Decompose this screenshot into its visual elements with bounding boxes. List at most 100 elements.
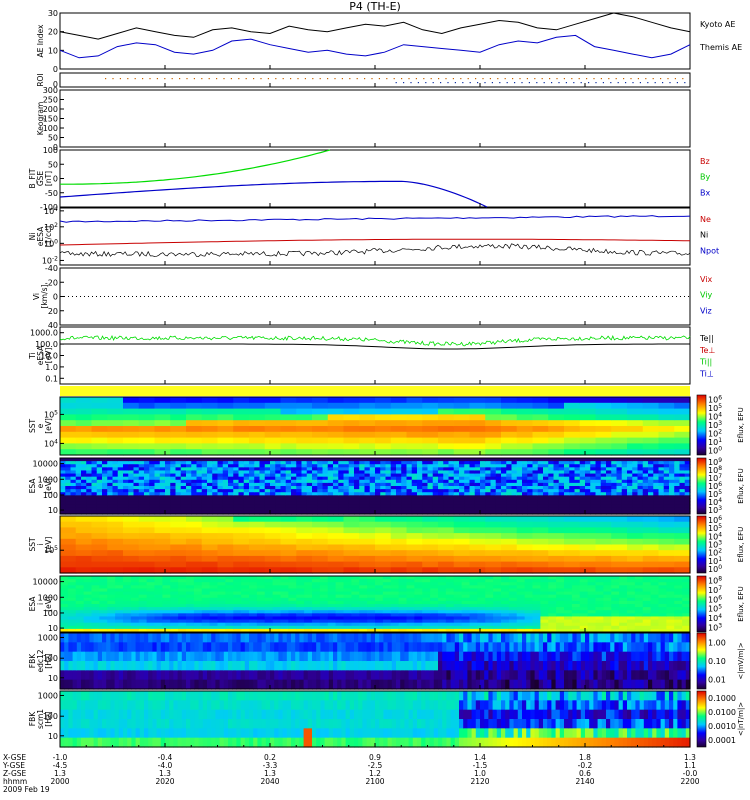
spectrogram-cell [461, 594, 471, 599]
spectrogram-cell [96, 495, 103, 500]
spectrogram-cell [186, 561, 203, 568]
spectrogram-cell [674, 489, 681, 493]
spectrogram-cell [333, 467, 339, 472]
spectrogram-cell [443, 498, 450, 503]
spectrogram-cell [186, 426, 203, 433]
spectrogram-cell [288, 610, 297, 614]
roi-marker [452, 78, 454, 80]
spectrogram-cell [396, 495, 402, 500]
spectrogram-cell [233, 443, 250, 450]
spectrogram-cell [319, 628, 329, 633]
spectrogram-cell [364, 461, 371, 465]
spectrogram-cell [375, 585, 384, 590]
spectrogram-cell [96, 492, 103, 496]
spectrogram-cell [587, 588, 597, 593]
spectrogram-cell [564, 397, 581, 404]
spectrogram-cell [611, 426, 628, 433]
spectrogram-cell [207, 507, 213, 512]
spectrogram-cell [317, 476, 324, 481]
spectrogram-cell [170, 461, 177, 465]
spectrogram-cell [438, 533, 455, 540]
spectrogram-cell [674, 492, 681, 496]
spectrogram-cell [348, 501, 355, 506]
spectrogram-cell [406, 628, 415, 633]
spectrogram-cell [540, 610, 549, 614]
spectrogram-cell [327, 579, 337, 583]
roi-marker [637, 78, 639, 80]
spectrogram-cell [156, 661, 162, 671]
spectrogram-cell [193, 619, 203, 624]
spectrogram-cell [306, 467, 313, 472]
spectrogram-cell [348, 486, 355, 490]
spectrogram-cell [75, 628, 85, 633]
spectrogram-cell [621, 467, 628, 472]
spectrogram-cell [327, 527, 345, 534]
spectrogram-cell [154, 458, 161, 462]
spectrogram-cell [532, 510, 539, 515]
spectrogram-cell [233, 550, 250, 557]
spectrogram-cell [256, 610, 266, 614]
spectrogram-cell [327, 550, 345, 557]
colorbar-tick-label: 105 [708, 489, 722, 499]
spectrogram-cell [684, 470, 691, 475]
spectrogram-cell [438, 431, 455, 439]
spectrogram-cell [319, 576, 329, 580]
spectrogram-cell [207, 651, 212, 662]
spectrogram-cell [390, 402, 408, 410]
spectrogram-cell [138, 538, 156, 546]
spectrogram-cell [91, 476, 98, 481]
spectrogram-cell [181, 642, 187, 653]
spectrogram-cell [275, 486, 282, 490]
spectrogram-cell [401, 464, 408, 468]
spectrogram-cell [406, 443, 423, 450]
spectrogram-cell [464, 489, 471, 493]
spectrogram-cell [385, 504, 392, 509]
spectrogram-cell [112, 501, 119, 506]
spectrogram-cell [304, 594, 313, 599]
keogram-panel-frame [59, 89, 691, 148]
spectrogram-cell [401, 498, 408, 503]
spectrogram-cell [469, 479, 476, 484]
spectrogram-cell [201, 464, 208, 468]
spectrogram-cell [219, 651, 225, 662]
spectrogram-cell [264, 464, 271, 468]
spectrogram-cell [506, 501, 513, 506]
spectrogram-cell [438, 479, 444, 484]
spectrogram-cell [264, 437, 282, 444]
spectrogram-cell [296, 625, 305, 630]
spectrogram-cell [343, 527, 360, 534]
spectrogram-cell [138, 495, 145, 500]
spectrogram-cell [603, 582, 612, 586]
spectrogram-cell [154, 619, 163, 624]
spectrogram-cell [390, 461, 397, 465]
spectrogram-cell [304, 576, 313, 580]
spectrogram-cell [501, 544, 518, 551]
spectrogram-cell [75, 420, 93, 427]
spectrogram-cell [264, 588, 274, 593]
spectrogram-cell [684, 492, 691, 496]
spectrogram-cell [469, 544, 486, 551]
spectrogram-cell [186, 476, 192, 481]
spectrogram-cell [138, 610, 148, 614]
roi-marker [425, 82, 427, 84]
spectrogram-cell [222, 470, 229, 475]
spectrogram-cell [327, 426, 345, 433]
spectrogram-cell [579, 625, 589, 630]
spectrogram-cell [186, 591, 195, 596]
spectrogram-cell [312, 408, 329, 415]
spectrogram-cell [367, 610, 376, 614]
spectrogram-cell [438, 495, 444, 500]
spectrogram-cell [217, 397, 234, 404]
spectrogram-cell [102, 479, 108, 484]
spectrogram-cell [637, 501, 644, 506]
spectrogram-cell [249, 616, 258, 621]
spectrogram-cell [243, 498, 250, 503]
spectrogram-cell [285, 476, 292, 481]
spectrogram-cell [511, 461, 518, 465]
spectrogram-cell [359, 402, 376, 410]
spectrogram-cell [375, 591, 384, 596]
spectrogram-cell [611, 461, 618, 465]
spectrogram-cell [83, 585, 93, 590]
spectrogram-cell [634, 613, 644, 618]
spectrogram-cell [501, 619, 510, 624]
